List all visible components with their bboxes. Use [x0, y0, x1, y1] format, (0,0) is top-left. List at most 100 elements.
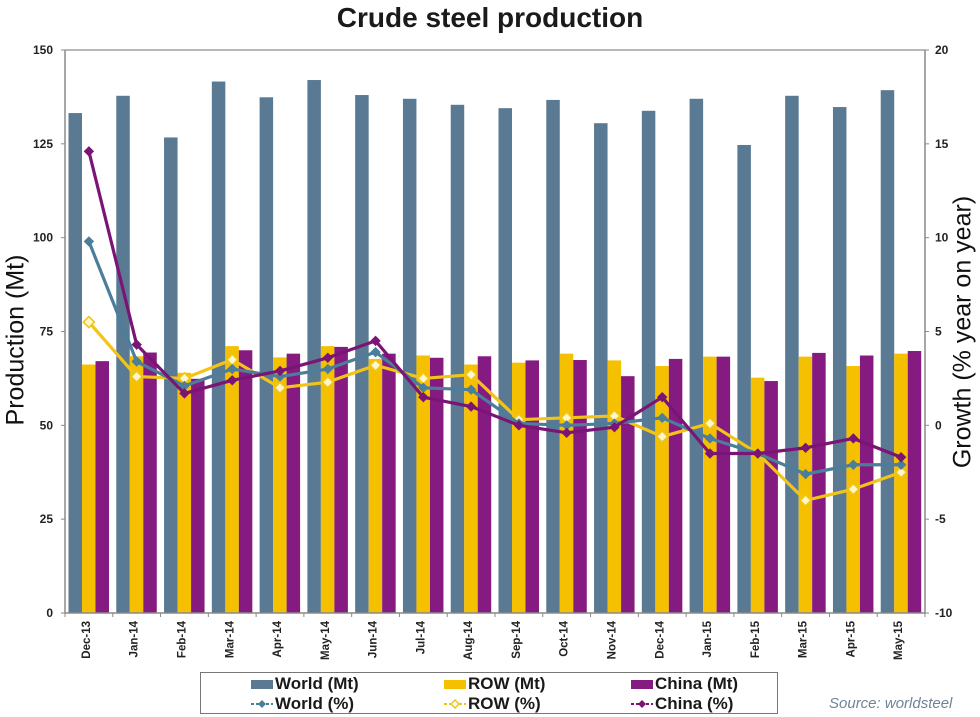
x-tick-label-mar-14: Mar-14	[224, 620, 236, 658]
y-tick-label: 150	[33, 43, 53, 57]
y-axis-title: Production (Mt)	[2, 255, 30, 426]
bar-world-mt-nov-14	[594, 123, 608, 613]
legend: World (Mt) World (%) ROW (Mt) ROW (%) Ch…	[200, 672, 778, 714]
marker-row-mar-15	[798, 493, 813, 508]
legend-item-row-mt: ROW (Mt)	[444, 674, 545, 694]
bar-china-mt-feb-14	[191, 378, 205, 613]
marker-row-dec-14	[655, 429, 669, 444]
marker-row-dec-13	[82, 315, 96, 329]
marker-china-dec-14	[657, 391, 668, 403]
y-tick-label: 0	[46, 606, 53, 620]
bar-row-mt-feb-15	[750, 377, 765, 613]
marker-world-mar-15	[800, 468, 811, 480]
y2-tick-label: 10	[935, 231, 949, 245]
marker-world-jan-15	[704, 433, 716, 444]
bar-world-mt-mar-14	[211, 81, 226, 613]
marker-china-jul-14	[418, 391, 429, 403]
bar-china-mt-jan-15	[716, 356, 731, 613]
marker-world-apr-15	[848, 459, 859, 470]
marker-china-nov-14	[609, 422, 620, 433]
bar-china-mt-jun-14	[382, 353, 396, 613]
marker-row-may-15	[894, 465, 908, 479]
marker-china-feb-15	[752, 448, 763, 459]
bar-china-mt-jan-14	[143, 352, 157, 613]
marker-china-apr-14	[274, 365, 286, 377]
bar-row-mt-nov-14	[607, 360, 622, 613]
legend-item-china-mt: China (Mt)	[631, 674, 738, 694]
marker-china-apr-15	[848, 433, 859, 444]
bar-china-mt-jul-14	[429, 357, 444, 613]
bar-world-mt-dec-13	[68, 113, 82, 613]
legend-item-world-mt: World (Mt)	[251, 674, 359, 694]
legend-item-world-pct: World (%)	[251, 694, 354, 714]
x-tick-label-dec-14: Dec-14	[654, 620, 666, 658]
world-pct-swatch	[251, 699, 273, 709]
legend-item-row-pct: ROW (%)	[444, 694, 541, 714]
bar-world-mt-aug-14	[450, 104, 465, 613]
x-tick-label-jan-15: Jan-15	[702, 620, 714, 657]
world-mt-swatch	[251, 679, 273, 689]
bar-world-mt-feb-14	[164, 137, 178, 613]
marker-world-may-15	[895, 459, 907, 470]
bar-row-mt-feb-14	[177, 372, 192, 613]
legend-label: China (%)	[655, 694, 734, 713]
line-china	[87, 150, 902, 459]
lines-layer	[82, 146, 908, 508]
source-note: Source: worldsteel	[829, 695, 953, 712]
bar-row-mt-jul-14	[416, 355, 430, 613]
legend-label: ROW (Mt)	[468, 674, 546, 693]
line-row	[87, 321, 902, 502]
marker-china-mar-15	[800, 442, 811, 454]
marker-china-sep-14	[513, 420, 525, 431]
bar-china-mt-dec-13	[95, 361, 109, 613]
marker-world-jan-14	[131, 356, 142, 367]
marker-row-jun-14	[368, 358, 383, 372]
bar-row-mt-dec-14	[655, 366, 669, 613]
bar-world-mt-jan-15	[689, 98, 704, 613]
bar-world-mt-jun-14	[355, 95, 369, 614]
x-tick-label-jan-14: Jan-14	[129, 620, 141, 657]
bar-world-mt-feb-15	[737, 144, 751, 613]
legend-label: ROW (%)	[468, 694, 541, 713]
bar-china-mt-mar-14	[238, 350, 253, 613]
marker-china-mar-14	[227, 375, 238, 386]
marker-china-jan-15	[704, 448, 716, 459]
y-tick-label: 75	[40, 325, 54, 339]
bar-world-mt-jan-14	[116, 95, 130, 614]
legend-label: China (Mt)	[655, 674, 739, 693]
bar-china-mt-sep-14	[525, 360, 539, 613]
bar-row-mt-jan-15	[703, 356, 717, 613]
marker-row-may-14	[321, 375, 335, 389]
x-tick-label-mar-15: Mar-15	[798, 620, 810, 658]
bar-china-mt-may-14	[334, 346, 348, 613]
marker-world-mar-14	[227, 363, 238, 375]
y-tick-label: 50	[40, 418, 54, 432]
marker-china-jun-14	[370, 335, 381, 347]
bar-row-mt-aug-14	[464, 364, 478, 613]
marker-china-jan-14	[131, 339, 142, 350]
bar-china-mt-feb-15	[764, 381, 778, 613]
bar-world-mt-dec-14	[641, 110, 656, 613]
legend-label: World (%)	[275, 694, 355, 713]
marker-world-jun-14	[370, 346, 381, 358]
marker-world-dec-14	[657, 412, 668, 424]
x-tick-label-apr-14: Apr-14	[272, 620, 284, 657]
bar-china-mt-may-15	[907, 351, 922, 613]
bar-world-mt-may-14	[307, 80, 321, 613]
y-tick-label: 100	[33, 231, 53, 245]
y2-tick-label: 0	[935, 418, 942, 432]
bar-row-mt-may-15	[894, 353, 908, 613]
marker-china-dec-13	[83, 146, 95, 157]
y2-tick-label: -5	[935, 512, 946, 526]
x-tick-label-jun-14: Jun-14	[368, 620, 380, 658]
bar-row-mt-mar-14	[225, 346, 239, 613]
marker-world-aug-14	[465, 384, 477, 395]
bar-row-mt-sep-14	[512, 362, 526, 613]
bar-china-mt-aug-14	[477, 356, 492, 613]
x-tick-label-may-15: May-15	[893, 620, 905, 660]
bar-world-mt-apr-15	[832, 107, 847, 614]
bar-world-mt-oct-14	[546, 99, 560, 614]
x-tick-label-aug-14: Aug-14	[463, 620, 475, 660]
marker-world-apr-14	[274, 371, 286, 382]
marker-world-may-14	[322, 363, 333, 375]
